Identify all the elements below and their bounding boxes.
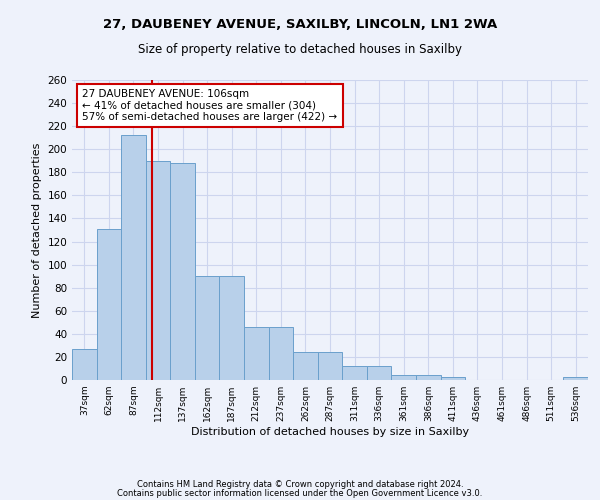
Bar (563, 376, 588, 380)
X-axis label: Distribution of detached houses by size in Saxilby: Distribution of detached houses by size … (191, 427, 469, 437)
Text: Contains HM Land Registry data © Crown copyright and database right 2024.: Contains HM Land Registry data © Crown c… (137, 480, 463, 489)
Bar (318, 352, 342, 380)
Bar (367, 366, 391, 380)
Text: 27, DAUBENEY AVENUE, SAXILBY, LINCOLN, LN1 2WA: 27, DAUBENEY AVENUE, SAXILBY, LINCOLN, L… (103, 18, 497, 30)
Bar (170, 163, 195, 380)
Bar (391, 376, 416, 380)
Bar (440, 376, 465, 380)
Bar (220, 276, 244, 380)
Bar (244, 327, 269, 380)
Bar (416, 376, 440, 380)
Bar (146, 161, 170, 380)
Bar (72, 349, 97, 380)
Bar (195, 276, 220, 380)
Bar (121, 136, 146, 380)
Text: 27 DAUBENEY AVENUE: 106sqm
← 41% of detached houses are smaller (304)
57% of sem: 27 DAUBENEY AVENUE: 106sqm ← 41% of deta… (82, 89, 337, 122)
Bar (293, 352, 318, 380)
Y-axis label: Number of detached properties: Number of detached properties (32, 142, 42, 318)
Text: Contains public sector information licensed under the Open Government Licence v3: Contains public sector information licen… (118, 488, 482, 498)
Bar (97, 229, 121, 380)
Text: Size of property relative to detached houses in Saxilby: Size of property relative to detached ho… (138, 42, 462, 56)
Bar (342, 366, 367, 380)
Bar (269, 327, 293, 380)
